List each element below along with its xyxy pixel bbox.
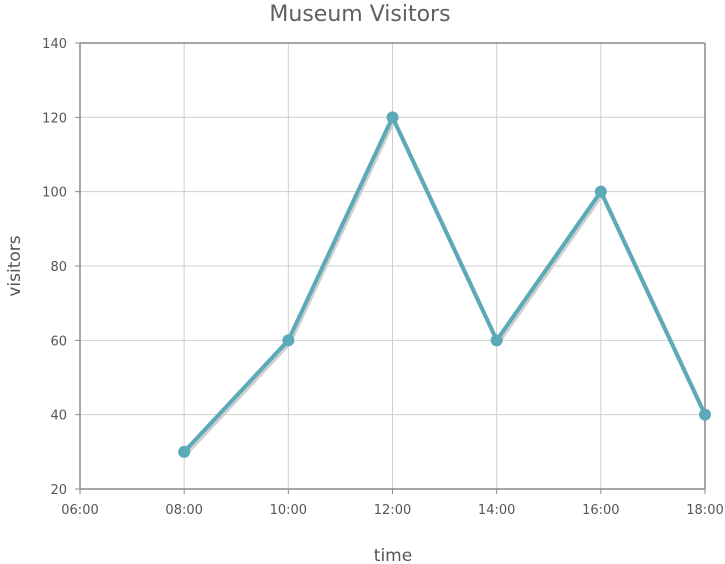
grid — [79, 42, 706, 490]
series-line-shadow — [183, 117, 709, 457]
x-axis-ticks: 06:00 08:00 10:00 12:00 14:00 16:00 18:00 — [61, 489, 724, 518]
y-tick-label: 20 — [50, 483, 67, 498]
y-tick-label: 40 — [50, 409, 67, 424]
y-tick-label: 80 — [50, 260, 67, 275]
data-point[interactable] — [699, 408, 711, 421]
y-tick-label: 120 — [42, 111, 67, 126]
x-tick-label: 08:00 — [165, 503, 202, 518]
data-point[interactable] — [490, 334, 503, 347]
series-visitors — [178, 111, 711, 458]
x-tick-label: 06:00 — [61, 503, 98, 518]
x-tick-label: 12:00 — [374, 503, 411, 518]
series-line — [182, 115, 707, 454]
data-point[interactable] — [594, 185, 607, 198]
data-point[interactable] — [386, 111, 399, 124]
x-tick-label: 18:00 — [686, 503, 723, 518]
data-point[interactable] — [178, 445, 191, 458]
x-tick-label: 14:00 — [478, 503, 515, 518]
y-axis-title: visitors — [5, 235, 25, 296]
y-axis-ticks: 20 40 60 80 100 120 140 — [42, 37, 80, 498]
x-axis-title: time — [374, 546, 412, 564]
y-tick-label: 60 — [50, 334, 67, 349]
y-tick-label: 140 — [42, 37, 67, 52]
chart-title: Museum Visitors — [269, 2, 450, 27]
x-tick-label: 10:00 — [270, 503, 307, 518]
x-tick-label: 16:00 — [582, 503, 619, 518]
data-point[interactable] — [282, 334, 295, 347]
y-tick-label: 100 — [42, 186, 67, 201]
